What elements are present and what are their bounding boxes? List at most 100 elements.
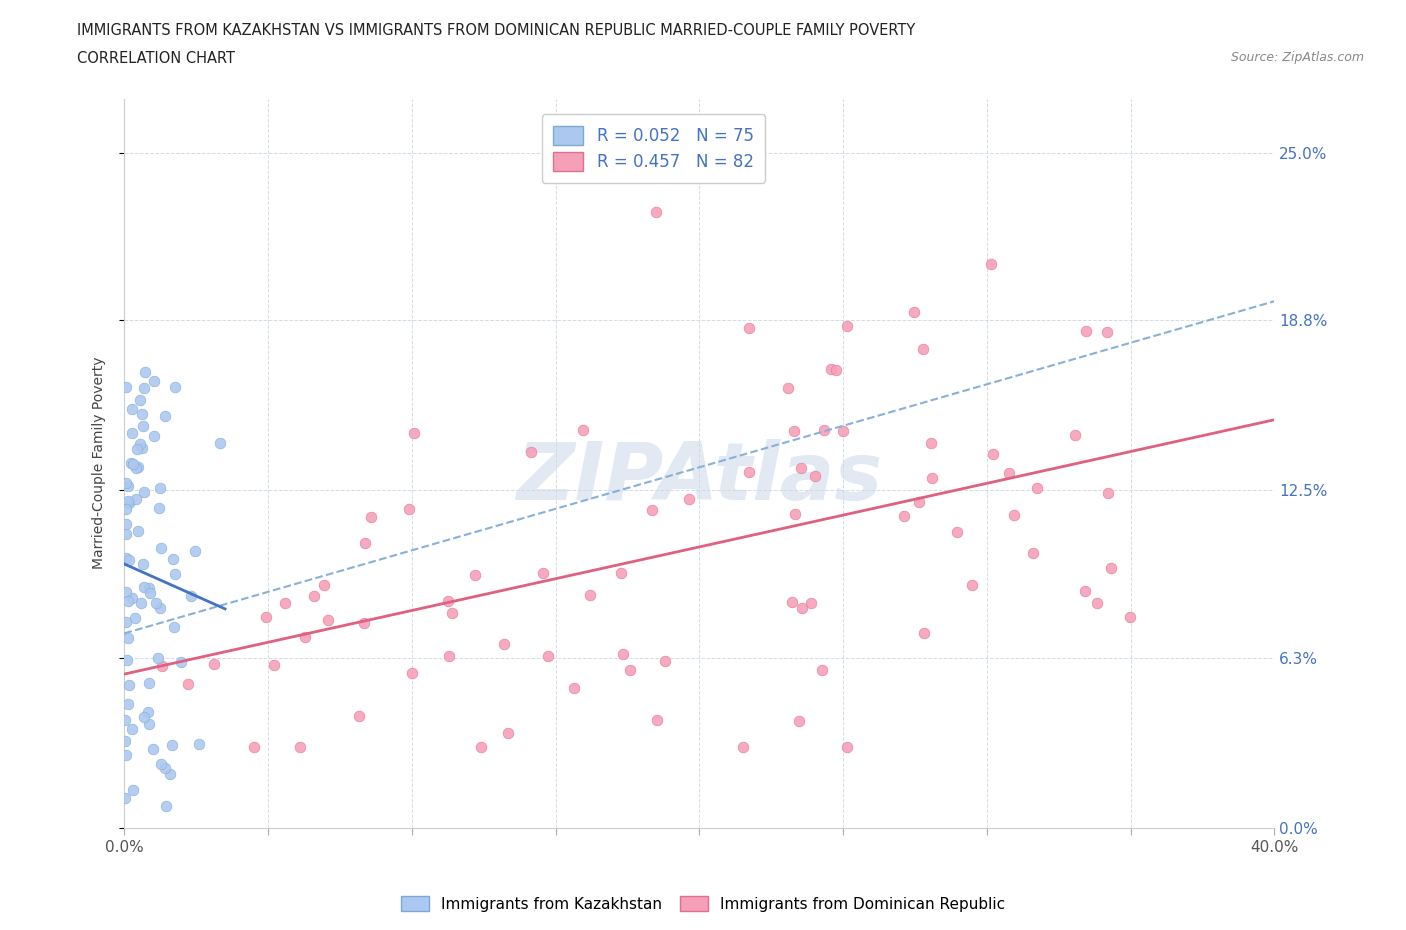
Point [911,341,934,356]
Point [132,418,155,433]
Point [115,551,138,565]
Point [243,739,266,754]
Point [981,446,1004,461]
Point [619,662,641,677]
Point [398,502,420,517]
Point [132,579,155,594]
Point [121,783,143,798]
Point [118,496,141,511]
Point [612,646,634,661]
Point [1002,507,1025,522]
Point [121,401,143,416]
Point [1074,583,1097,598]
Point [820,362,842,377]
Point [125,460,148,475]
Point [115,748,138,763]
Point [121,721,143,736]
Point [127,459,149,474]
Point [117,631,139,645]
Point [128,436,150,451]
Point [464,568,486,583]
Point [163,566,186,581]
Point [209,436,232,451]
Point [139,586,162,601]
Point [571,422,593,437]
Point [647,712,669,727]
Point [640,502,662,517]
Point [159,766,181,781]
Point [138,676,160,691]
Point [115,501,138,516]
Point [294,630,316,644]
Point [138,581,160,596]
Point [800,596,823,611]
Point [263,658,285,672]
Point [117,653,139,668]
Point [125,492,148,507]
Point [134,365,156,379]
Point [610,565,633,580]
Point [202,657,225,671]
Point [738,464,761,479]
Point [785,507,807,522]
Point [132,557,155,572]
Point [778,380,800,395]
Point [125,441,148,456]
Point [129,596,152,611]
Point [118,677,141,692]
Point [138,716,160,731]
Point [150,756,173,771]
Point [531,566,554,581]
Point [960,578,983,592]
Point [149,601,172,616]
Point [120,455,142,470]
Point [129,392,152,407]
Point [115,614,138,629]
Point [155,799,177,814]
Point [114,526,136,541]
Text: Source: ZipAtlas.com: Source: ZipAtlas.com [1230,51,1364,64]
Legend: Immigrants from Kazakhstan, Immigrants from Dominican Republic: Immigrants from Kazakhstan, Immigrants f… [395,889,1011,918]
Point [122,457,145,472]
Point [920,435,942,450]
Point [912,625,935,640]
Point [1097,325,1119,339]
Point [127,524,149,538]
Point [134,380,156,395]
Point [893,509,915,524]
Point [645,205,668,219]
Point [825,363,848,378]
Point [737,321,759,336]
Text: IMMIGRANTS FROM KAZAKHSTAN VS IMMIGRANTS FROM DOMINICAN REPUBLIC MARRIED-COUPLE : IMMIGRANTS FROM KAZAKHSTAN VS IMMIGRANTS… [77,23,915,38]
Point [121,591,143,605]
Point [149,540,172,555]
Point [520,445,543,459]
Point [813,423,835,438]
Text: CORRELATION CHART: CORRELATION CHART [77,51,235,66]
Point [440,605,463,620]
Point [114,379,136,394]
Point [347,709,370,724]
Point [132,485,155,499]
Point [121,426,143,441]
Point [1097,485,1119,500]
Point [142,429,165,444]
Point [180,589,202,604]
Point [470,739,492,754]
Point [835,318,858,333]
Point [946,525,969,539]
Point [142,374,165,389]
Point [163,379,186,394]
Point [1025,481,1047,496]
Point [274,596,297,611]
Point [921,471,943,485]
Point [148,501,170,516]
Point [149,481,172,496]
Point [302,589,325,604]
Point [780,594,803,609]
Text: ZIPAtlas: ZIPAtlas [516,439,883,517]
Point [997,466,1019,481]
Point [118,552,141,567]
Point [353,616,375,631]
Point [131,441,153,456]
